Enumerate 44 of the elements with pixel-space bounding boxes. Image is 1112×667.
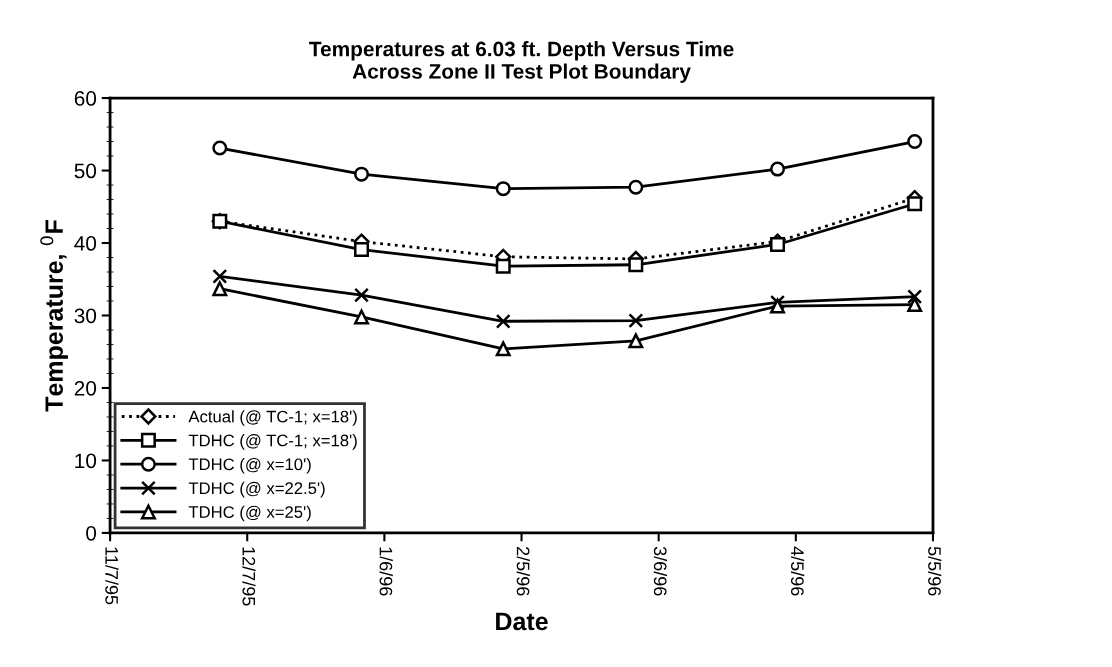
x-tick-label: 4/5/96 xyxy=(790,546,805,596)
point xyxy=(495,313,511,329)
point xyxy=(907,196,923,212)
legend-label: TDHC (@ TC-1; x=18') xyxy=(188,434,357,450)
x-tick-label: 12/7/95 xyxy=(242,547,256,606)
point xyxy=(770,236,786,252)
x-tick-label: 1/6/96 xyxy=(379,547,393,596)
y-tick-label: 20 xyxy=(74,380,97,396)
point xyxy=(907,289,923,305)
point xyxy=(907,134,923,150)
y-tick-label: 0 xyxy=(86,525,97,541)
point xyxy=(495,341,511,357)
y-tick-label: 30 xyxy=(74,308,97,324)
point xyxy=(212,268,228,284)
point xyxy=(770,161,786,177)
chart-title: Temperatures at 6.03 ft. Depth Versus Time Across Zone II Test Plot Boundary xyxy=(309,41,734,83)
legend-label: TDHC (@ x=25') xyxy=(188,505,311,522)
x-tick-label: 5/5/96 xyxy=(928,546,942,596)
point xyxy=(628,313,644,329)
point xyxy=(907,297,923,313)
legend-label: TDHC (@ x=10') xyxy=(188,457,311,474)
y-tick-label: 10 xyxy=(75,453,97,469)
point xyxy=(495,181,511,197)
y-tick-label: 60 xyxy=(74,91,97,106)
legend-label: Actual (@ TC-1; x=18') xyxy=(188,410,357,426)
point xyxy=(354,309,370,325)
point xyxy=(212,140,228,156)
y-tick-label: 50 xyxy=(74,163,97,179)
y-tick-label: 40 xyxy=(74,236,97,251)
legend-label: TDHC (@ x=22.5') xyxy=(188,481,325,498)
x-tick-label: 2/5/96 xyxy=(516,547,530,596)
x-tick-label: 11/7/95 xyxy=(105,547,119,605)
point xyxy=(354,242,370,258)
y-axis-title: Temperature, $^{0}$F xyxy=(40,220,68,412)
point xyxy=(354,287,370,303)
point xyxy=(354,166,370,182)
x-axis-title: Date xyxy=(496,612,548,631)
point xyxy=(495,258,511,274)
point xyxy=(628,179,644,195)
point xyxy=(628,333,644,349)
point xyxy=(212,213,228,229)
x-tick-label: 3/6/96 xyxy=(653,546,668,596)
point xyxy=(628,257,644,273)
point xyxy=(212,281,228,297)
